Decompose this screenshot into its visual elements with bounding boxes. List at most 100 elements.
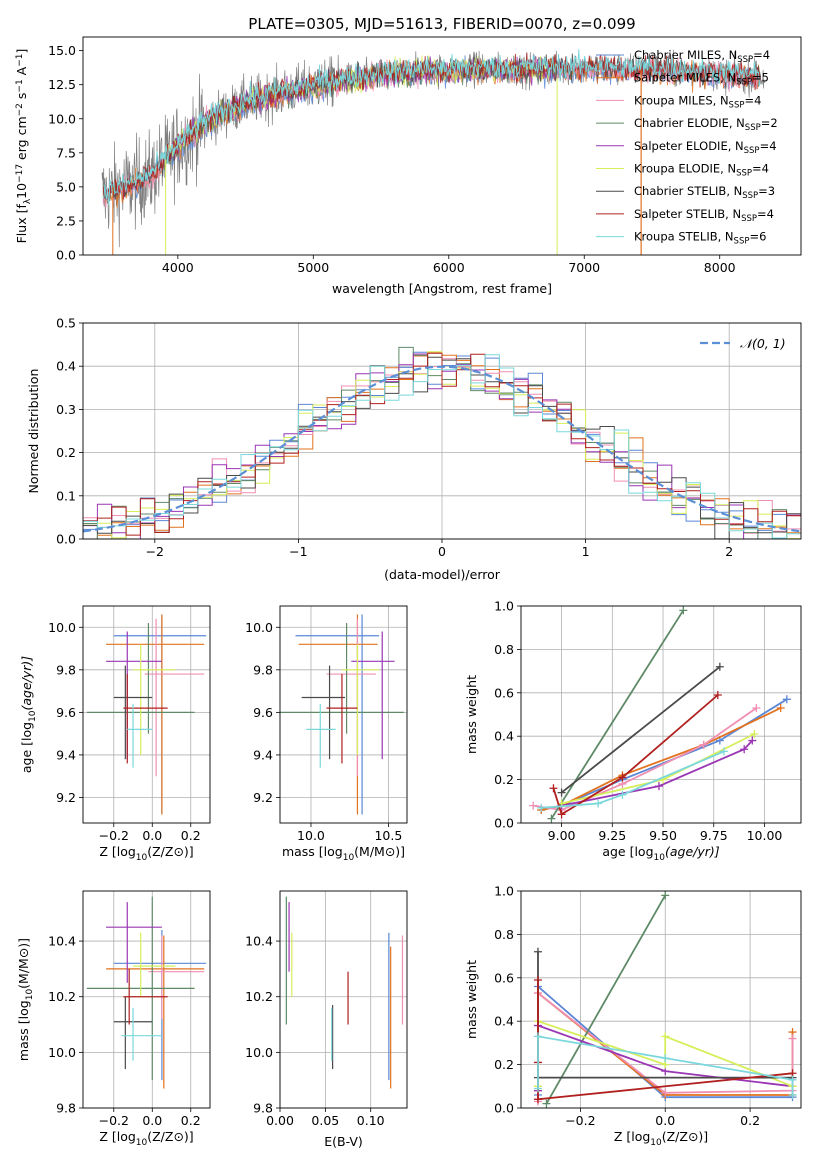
weight-point-marker bbox=[594, 799, 603, 808]
x-tick-label: 0.00 bbox=[266, 1113, 294, 1128]
y-tick-label: 0.5 bbox=[56, 316, 76, 331]
weight-point-marker bbox=[661, 1032, 670, 1041]
errorbar-point bbox=[106, 631, 162, 760]
x-tick-label: 7000 bbox=[568, 260, 600, 275]
y-tick-label: 2.5 bbox=[56, 213, 76, 228]
y-tick-label: 0.8 bbox=[494, 642, 514, 657]
weight-series bbox=[557, 730, 759, 808]
histogram-step bbox=[83, 354, 801, 539]
weight-point-marker bbox=[713, 690, 722, 699]
weight-point-marker bbox=[618, 790, 627, 799]
legend-label-tail: =2 bbox=[761, 116, 778, 130]
legend-label-main: Salpeter MILES, N bbox=[634, 71, 736, 85]
x-axis-label: (data-model)/error bbox=[384, 567, 501, 582]
x-tick-label: 0.2 bbox=[181, 1113, 201, 1128]
y-axis-label-part: −1 bbox=[15, 79, 25, 92]
legend-label-sub: SSP bbox=[741, 214, 757, 224]
frame-residuals bbox=[82, 322, 802, 540]
x-axis-label-main: Z [log bbox=[614, 1129, 650, 1144]
y-tick-label: 0.2 bbox=[494, 1057, 514, 1072]
x-tick-label: 5000 bbox=[297, 260, 329, 275]
weight-series-line bbox=[541, 707, 782, 811]
y-tick-label: 5.0 bbox=[56, 179, 76, 194]
x-tick-label: 0.05 bbox=[311, 1113, 339, 1128]
legend-entry: Salpeter ELODIE, NSSP=4 bbox=[596, 139, 777, 156]
errorbar-point bbox=[295, 614, 380, 815]
weight-series-line bbox=[561, 739, 753, 807]
y-tick-label: 10.4 bbox=[245, 934, 273, 949]
errorbar-point bbox=[326, 674, 358, 764]
errorbar-point bbox=[306, 703, 336, 768]
x-tick-label: 10.0 bbox=[297, 828, 325, 843]
weight-point-marker bbox=[788, 1090, 797, 1099]
y-axis-label-part: λ bbox=[23, 198, 33, 204]
x-axis-label: age [log10(age/yr)] bbox=[602, 844, 719, 863]
y-tick-label: 0.0 bbox=[494, 1101, 514, 1116]
legend-label-sub: SSP bbox=[734, 237, 750, 247]
legend-entry: Chabrier ELODIE, NSSP=2 bbox=[596, 116, 778, 133]
weight-point-marker bbox=[788, 1075, 797, 1084]
weight-point-marker bbox=[533, 1032, 542, 1041]
legend-label-sub: SSP bbox=[742, 191, 758, 201]
x-tick-label: 9.50 bbox=[649, 828, 677, 843]
weight-point-marker bbox=[661, 1088, 670, 1097]
frame-mass-vs-EBV bbox=[279, 890, 408, 1109]
weight-point-marker bbox=[782, 695, 791, 704]
y-tick-label: 0.0 bbox=[494, 816, 514, 831]
legend-label-tail: =3 bbox=[758, 184, 775, 198]
legend-entry: Chabrier MILES, NSSP=4 bbox=[596, 48, 770, 65]
x-axis-label: Z [log10(Z/Z⊙)] bbox=[99, 844, 193, 863]
y-axis-label: Normed distribution bbox=[26, 369, 41, 494]
x-tick-label: −1 bbox=[289, 544, 307, 559]
legend-label-main: Salpeter STELIB, N bbox=[634, 207, 741, 221]
weight-series bbox=[542, 891, 670, 1108]
errorbar-point bbox=[121, 1007, 162, 1061]
frame-spectrum bbox=[82, 36, 802, 256]
legend-label-tail: =4 bbox=[753, 48, 770, 62]
errorbar-point bbox=[144, 618, 205, 777]
legend-entry: Kroupa ELODIE, NSSP=4 bbox=[596, 162, 769, 179]
weight-series bbox=[529, 703, 761, 814]
y-axis-label: mass weight bbox=[464, 960, 479, 1039]
x-tick-label: 6000 bbox=[433, 260, 465, 275]
legend-label-main: Salpeter ELODIE, N bbox=[634, 139, 744, 153]
legend-label-tail: =5 bbox=[752, 71, 769, 85]
weight-point-marker bbox=[788, 1034, 797, 1043]
weight-series-line bbox=[541, 750, 725, 809]
chart-title: PLATE=0305, MJD=51613, FIBERID=0070, z=0… bbox=[248, 15, 635, 33]
weight-point-marker bbox=[740, 745, 749, 754]
weight-point-marker bbox=[533, 975, 542, 984]
x-axis-label-sub: 10 bbox=[654, 853, 666, 863]
errorbar-point bbox=[341, 644, 380, 755]
y-tick-label: 9.8 bbox=[253, 662, 273, 677]
weight-point-marker bbox=[719, 747, 728, 756]
y-tick-label: 0.8 bbox=[494, 927, 514, 942]
y-axis-label-part: 10 bbox=[14, 183, 29, 199]
legend-label-sub: SSP bbox=[736, 169, 752, 179]
axes-mass-vs-Z: −0.2 0.0 0.2 9.8 10.0 10.2 10.4 bbox=[48, 891, 210, 1128]
weight-series-line bbox=[541, 698, 788, 811]
y-tick-label: 9.2 bbox=[253, 790, 273, 805]
x-axis-label: mass [log10(M/M⊙)] bbox=[282, 844, 405, 863]
x-tick-label: 0.0 bbox=[142, 1113, 162, 1128]
y-tick-label: 0.2 bbox=[56, 445, 76, 460]
normal-distribution-line bbox=[83, 365, 801, 533]
y-axis-label-part: −1 bbox=[15, 54, 25, 67]
errorbar-point bbox=[127, 703, 153, 768]
errorbar-point bbox=[133, 644, 176, 755]
weight-series-line bbox=[545, 894, 666, 1105]
weight-point-marker bbox=[533, 1084, 542, 1093]
errorbar-point bbox=[123, 674, 168, 764]
y-tick-label: 0.6 bbox=[494, 970, 514, 985]
y-tick-label: 0.2 bbox=[494, 772, 514, 787]
x-axis-label-sub: 10 bbox=[343, 853, 355, 863]
y-tick-label: 10.4 bbox=[48, 934, 76, 949]
x-axis-label-main: Z [log bbox=[99, 1129, 135, 1144]
legend-label-sub: SSP bbox=[737, 55, 753, 65]
x-axis-label: Z [log10(Z/Z⊙)] bbox=[614, 1129, 708, 1148]
weight-lines-weight-vs-age bbox=[529, 606, 791, 823]
errorbar-point bbox=[106, 902, 162, 983]
axes-age-vs-Z: −0.2 0.0 0.2 9.2 9.4 9.6 9.8 10.0 bbox=[48, 606, 210, 843]
x-tick-label: 0.10 bbox=[357, 1113, 385, 1128]
